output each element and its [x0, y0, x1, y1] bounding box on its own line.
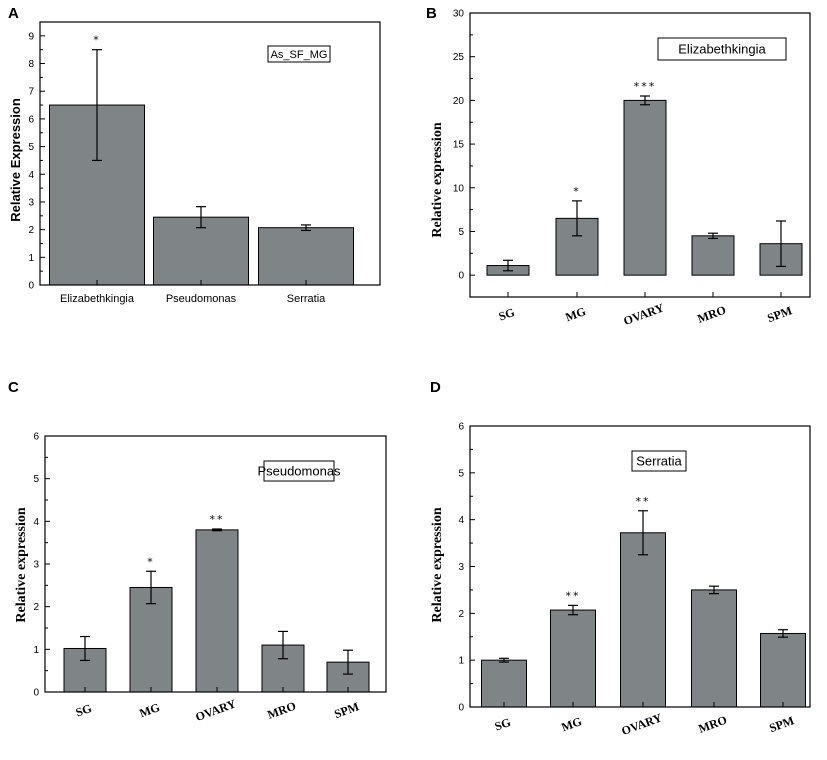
y-axis-title: Relative expression	[430, 122, 445, 237]
category-label: Serratia	[287, 293, 326, 305]
significance-marker: *	[93, 34, 101, 47]
y-tick-label: 6	[33, 432, 39, 443]
panel-d: D SG ** MG ** OVARY MRO SPM 0 1 2 3 4 5 6 Relative expr…	[430, 379, 811, 738]
category-label: MRO	[695, 303, 727, 326]
y-tick-label: 5	[28, 142, 34, 153]
y-tick-label: 0	[458, 271, 464, 282]
y-tick-label: 9	[28, 31, 34, 42]
significance-marker: **	[566, 589, 581, 602]
bar	[691, 589, 737, 708]
y-tick-label: 4	[28, 170, 34, 181]
category-label: SG	[493, 715, 513, 734]
plot-frame	[469, 12, 811, 298]
legend-label: Serratia	[636, 454, 682, 469]
y-tick-label: 1	[458, 656, 464, 667]
category-label: OVARY	[193, 696, 238, 724]
y-tick-label: 0	[28, 281, 34, 292]
y-axis-title: Relative expression	[430, 507, 445, 622]
bar	[623, 99, 667, 276]
bar	[760, 632, 806, 708]
y-tick-label: 4	[33, 517, 39, 528]
bar	[550, 609, 596, 708]
y-tick-label: 2	[28, 225, 34, 236]
bar	[481, 659, 527, 708]
legend-box	[267, 45, 331, 63]
y-tick-label: 5	[33, 474, 39, 485]
category-label: Pseudomonas	[166, 293, 237, 305]
significance-marker: *	[147, 555, 155, 568]
y-tick-label: 3	[458, 562, 464, 573]
category-label: SG	[74, 701, 94, 720]
y-tick-label: 3	[28, 197, 34, 208]
y-tick-label: 0	[458, 703, 464, 714]
category-label: OVARY	[621, 300, 666, 328]
category-label: OVARY	[619, 710, 664, 738]
category-label: SPM	[332, 699, 361, 721]
y-tick-label: 6	[28, 114, 34, 125]
y-tick-label: 1	[33, 645, 39, 656]
y-axis-title: Relative expression	[14, 507, 29, 622]
bar	[258, 227, 354, 286]
legend-label: Elizabethkingia	[678, 42, 766, 57]
significance-marker: **	[636, 495, 651, 508]
category-label: Elizabethkingia	[60, 293, 135, 305]
y-tick-label: 15	[453, 140, 465, 151]
y-tick-label: 25	[453, 52, 465, 63]
y-axis-title: Relative Expression	[8, 98, 23, 222]
bar	[691, 235, 735, 276]
panel-b: B SG * MG *** OVARY MRO SPM 0 5 10 15 20 25 30 Relative…	[426, 5, 811, 328]
category-label: SG	[497, 305, 517, 324]
y-tick-label: 30	[453, 9, 465, 20]
category-label: SPM	[767, 713, 796, 735]
panel-label: A	[8, 5, 19, 22]
legend-label: As_SF_MG	[271, 49, 328, 61]
category-label: MG	[564, 304, 588, 324]
category-label: SPM	[765, 303, 794, 325]
y-tick-label: 10	[453, 183, 465, 194]
panel-label: D	[430, 379, 441, 396]
plot-frame	[39, 21, 381, 286]
y-tick-label: 2	[458, 609, 464, 620]
panel-label: B	[426, 5, 437, 22]
bar	[620, 532, 666, 708]
y-tick-label: 3	[33, 560, 39, 571]
y-tick-label: 7	[28, 87, 34, 98]
bar	[195, 529, 239, 693]
y-tick-label: 1	[28, 253, 34, 264]
category-label: MG	[560, 714, 584, 734]
y-tick-label: 8	[28, 59, 34, 70]
y-tick-label: 5	[458, 468, 464, 479]
y-tick-label: 2	[33, 602, 39, 613]
y-tick-label: 5	[458, 227, 464, 238]
y-tick-label: 6	[458, 422, 464, 433]
panel-a: A * Elizabethkingia Pseudomonas Serratia 0 1 2 3…	[8, 5, 381, 305]
significance-marker: **	[210, 513, 225, 526]
panel-label: C	[8, 379, 19, 396]
y-tick-label: 0	[33, 688, 39, 699]
category-label: MG	[138, 700, 162, 720]
significance-marker: ***	[634, 80, 657, 93]
y-tick-label: 4	[458, 515, 464, 526]
legend-label: Pseudomonas	[257, 464, 341, 479]
category-label: MRO	[696, 713, 728, 736]
legend-box	[631, 450, 687, 472]
significance-marker: *	[573, 185, 581, 198]
panel-c: C SG * MG ** OVARY MRO SPM 0 1 2 3 4 5 6 Relative expre…	[8, 379, 387, 724]
legend-box	[657, 37, 787, 61]
legend-box	[263, 460, 335, 482]
category-label: MRO	[265, 699, 297, 722]
y-tick-label: 20	[453, 96, 465, 107]
